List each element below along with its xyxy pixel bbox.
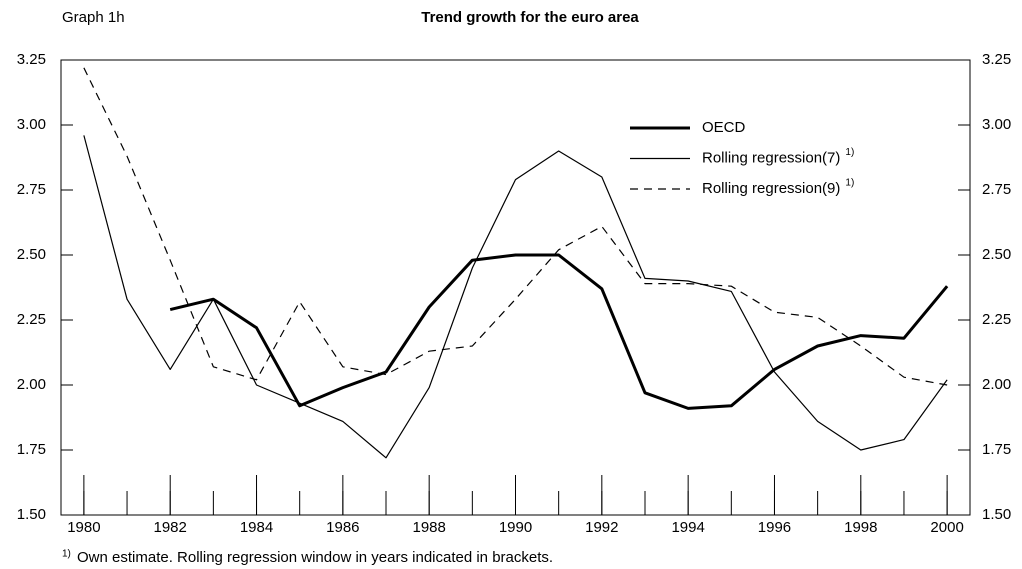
x-tick-label: 1984 (240, 519, 273, 536)
y2-tick-label: 2.25 (982, 311, 1011, 328)
y2-tick-label: 2.00 (982, 376, 1011, 393)
y2-tick-label: 2.75 (982, 181, 1011, 198)
x-tick-label: 1990 (499, 519, 532, 536)
x-tick-label: 1994 (671, 519, 704, 536)
y2-tick-label: 1.50 (982, 506, 1011, 523)
legend-footnote-marker: 1) (845, 178, 854, 189)
y2-tick-label: 3.00 (982, 116, 1011, 133)
x-tick-label: 1998 (844, 519, 877, 536)
y-tick-label: 1.75 (17, 441, 46, 458)
legend-footnote-marker: 1) (845, 147, 854, 158)
y-tick-label: 2.25 (17, 311, 46, 328)
series-line (83, 67, 948, 386)
x-tick-label: 2000 (930, 519, 963, 536)
x-tick-label: 1986 (326, 519, 359, 536)
series-line (169, 253, 949, 410)
x-tick-label: 1996 (758, 519, 791, 536)
y-tick-label: 2.75 (17, 181, 46, 198)
legend-label: Rolling regression(9) (702, 180, 840, 197)
y2-tick-label: 1.75 (982, 441, 1011, 458)
y2-tick-label: 2.50 (982, 246, 1011, 263)
y-tick-label: 2.50 (17, 246, 46, 263)
legend-label: OECD (702, 119, 746, 136)
y-tick-label: 2.00 (17, 376, 46, 393)
y-tick-label: 3.00 (17, 116, 46, 133)
legend-label: Rolling regression(7) (702, 149, 840, 166)
x-tick-label: 1982 (154, 519, 187, 536)
y2-tick-label: 3.25 (982, 51, 1011, 68)
graph-label: Graph 1h (62, 9, 125, 26)
footnote-marker: 1) (62, 549, 71, 560)
y-tick-label: 1.50 (17, 506, 46, 523)
x-tick-label: 1992 (585, 519, 618, 536)
x-tick-label: 1980 (67, 519, 100, 536)
y-tick-label: 3.25 (17, 51, 46, 68)
footnote: Own estimate. Rolling regression window … (77, 549, 553, 566)
series-line (83, 135, 948, 459)
chart-title: Trend growth for the euro area (421, 9, 639, 26)
x-tick-label: 1988 (412, 519, 445, 536)
plot-frame (60, 59, 971, 516)
